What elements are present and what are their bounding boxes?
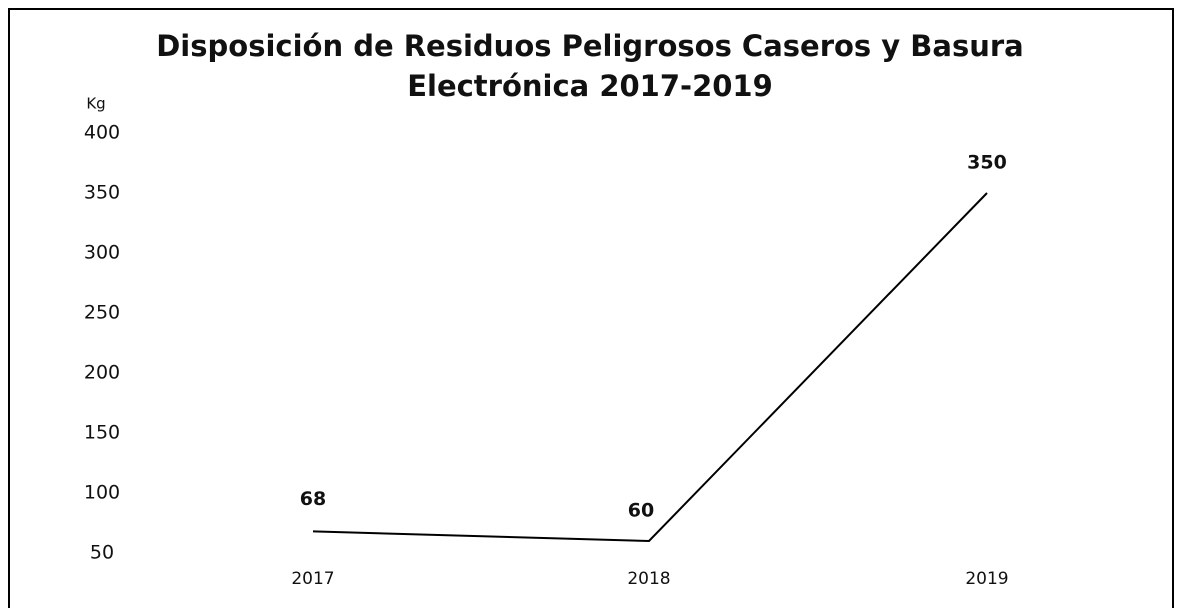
y-axis-label: Kg <box>86 95 105 113</box>
line <box>312 192 988 543</box>
chart-title: Disposición de Residuos Peligrosos Caser… <box>156 29 1024 103</box>
y-tick-label: 100 <box>84 482 120 504</box>
x-tick-label: 2017 <box>291 569 334 589</box>
data-label: 350 <box>967 152 1007 174</box>
x-tick-label: 2019 <box>965 569 1008 589</box>
y-tick-label: 350 <box>84 182 120 204</box>
y-tick-label: 200 <box>84 362 120 384</box>
y-tick-label: 250 <box>84 302 120 324</box>
y-tick-label: 50 <box>90 542 114 564</box>
y-tick-label: 400 <box>84 122 120 144</box>
data-label: 68 <box>300 488 326 510</box>
chart-frame <box>8 8 1174 608</box>
y-tick-label: 300 <box>84 242 120 264</box>
x-tick-label: 2018 <box>627 569 670 589</box>
y-tick-label: 150 <box>84 422 120 444</box>
data-label: 60 <box>628 500 654 522</box>
